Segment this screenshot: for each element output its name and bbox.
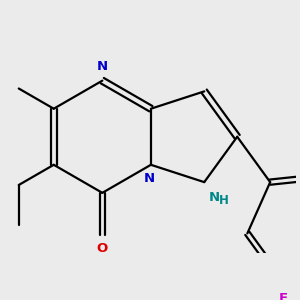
Text: F: F [279,292,288,300]
Text: N: N [144,172,155,185]
Text: N: N [97,60,108,74]
Text: H: H [219,194,229,208]
Text: O: O [97,242,108,255]
Text: N: N [209,190,220,203]
